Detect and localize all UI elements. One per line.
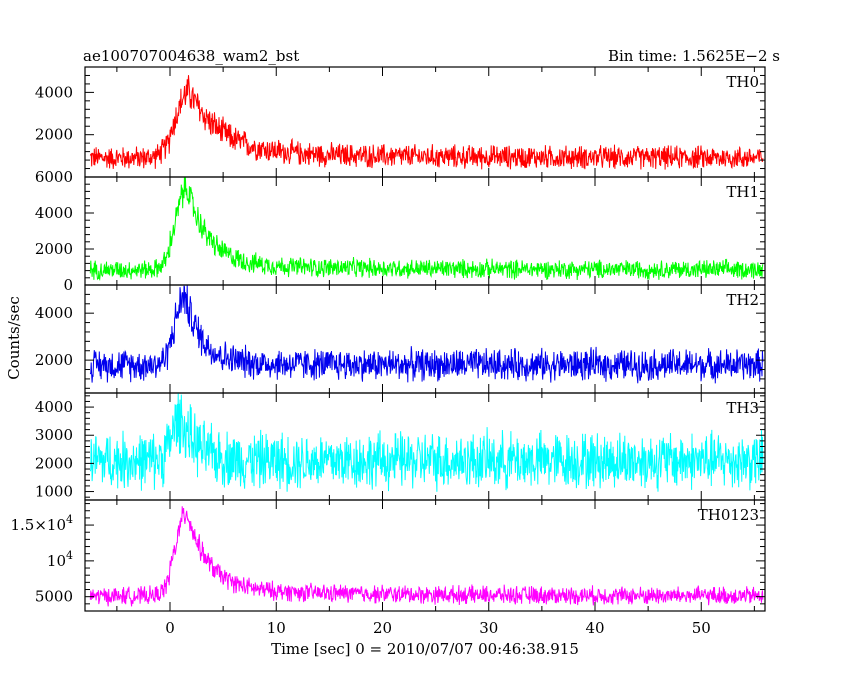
observation-id-label: ae100707004638_wam2_bst xyxy=(83,47,299,65)
y-axis-label: Counts/sec xyxy=(5,296,23,380)
y-tick-label: 2000 xyxy=(35,240,73,258)
x-tick-label: 20 xyxy=(373,619,392,637)
x-tick-label: 30 xyxy=(479,619,498,637)
series-line-th1 xyxy=(89,177,764,282)
panel-th0123: 5000 104 1.5×104 TH0123 xyxy=(10,499,766,612)
y-tick-label: 1000 xyxy=(35,483,73,501)
panel-label: TH0 xyxy=(726,73,759,91)
panel-label: TH0123 xyxy=(698,506,759,524)
y-tick-label: 5000 xyxy=(35,588,73,606)
x-tick-label: 10 xyxy=(267,619,286,637)
x-axis-label: Time [sec] 0 = 2010/07/07 00:46:38.915 xyxy=(271,640,579,658)
panel-label: TH1 xyxy=(726,183,759,201)
panel-label: TH3 xyxy=(726,399,759,417)
panel-th2: 2000 4000 TH2 xyxy=(35,284,766,394)
series-line-th0123 xyxy=(89,506,764,607)
panel-frame xyxy=(84,499,766,612)
y-tick-label: 2000 xyxy=(35,126,73,144)
y-tick-label: 4000 xyxy=(35,304,73,322)
panel-th0: 2000 4000 TH0 xyxy=(35,66,766,178)
x-tick-label: 40 xyxy=(585,619,604,637)
y-tick-label: 4000 xyxy=(35,83,73,101)
panel-th1: 0 2000 4000 6000 TH1 xyxy=(35,168,766,294)
x-tick-label: 0 xyxy=(165,619,175,637)
y-tick-label: 1.5×104 xyxy=(10,513,73,534)
panel-th3: 1000 2000 3000 4000 TH3 xyxy=(35,392,766,501)
series-line-th2 xyxy=(89,285,764,384)
series-line-th3 xyxy=(89,393,764,492)
y-tick-label: 104 xyxy=(47,549,73,570)
panels: 2000 4000 TH0 0 2000 4000 6000 TH1 2000 4000 TH2 10… xyxy=(10,66,766,637)
y-tick-label: 4000 xyxy=(35,398,73,416)
y-tick-label: 2000 xyxy=(35,351,73,369)
y-tick-label: 0 xyxy=(63,276,73,294)
y-tick-label: 3000 xyxy=(35,426,73,444)
y-tick-label: 4000 xyxy=(35,204,73,222)
bin-time-label: Bin time: 1.5625E−2 s xyxy=(608,47,780,65)
y-tick-label: 6000 xyxy=(35,168,73,186)
y-tick-label: 2000 xyxy=(35,454,73,472)
series-line-th0 xyxy=(89,75,764,170)
panel-label: TH2 xyxy=(726,291,759,309)
x-tick-label: 50 xyxy=(692,619,711,637)
